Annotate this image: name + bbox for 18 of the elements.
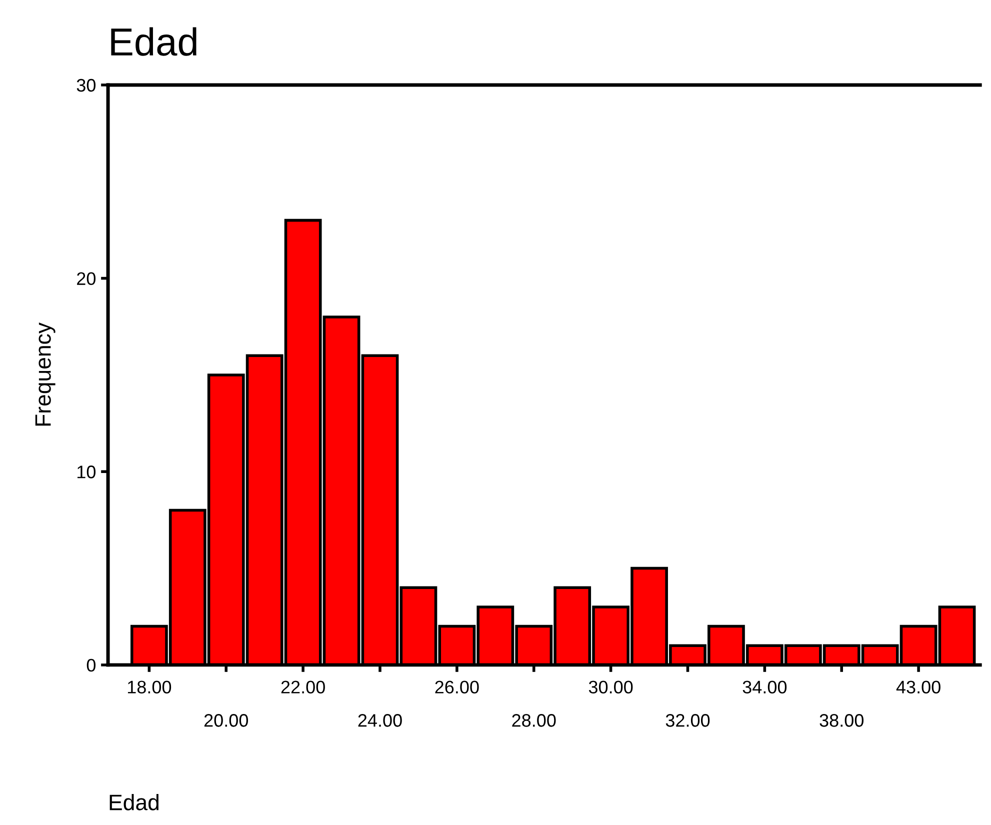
x-tick-label: 26.00 — [435, 680, 479, 694]
y-tick-label: 30 — [76, 78, 96, 92]
x-tick-label: 28.00 — [512, 714, 556, 727]
chart-title: Edad — [111, 27, 196, 56]
x-tick-label: 32.00 — [666, 714, 710, 727]
y-tick-label: 10 — [78, 466, 96, 478]
x-tick-label: 43.00 — [896, 680, 940, 694]
x-tick-label: 20.00 — [204, 714, 248, 727]
x-tick-label: 24.00 — [358, 714, 402, 727]
x-axis-title: Edad — [110, 794, 158, 810]
x-tick-label: 22.00 — [281, 680, 325, 694]
y-tick-label: 0 — [86, 658, 96, 672]
x-tick-label: 34.00 — [742, 680, 787, 694]
x-tick-label: 38.00 — [820, 714, 864, 727]
y-axis-title: Frequency — [35, 322, 56, 426]
y-tick-label: 20 — [77, 272, 96, 286]
x-tick-label: 30.00 — [588, 680, 633, 694]
x-tick-label: 18.00 — [128, 680, 172, 694]
